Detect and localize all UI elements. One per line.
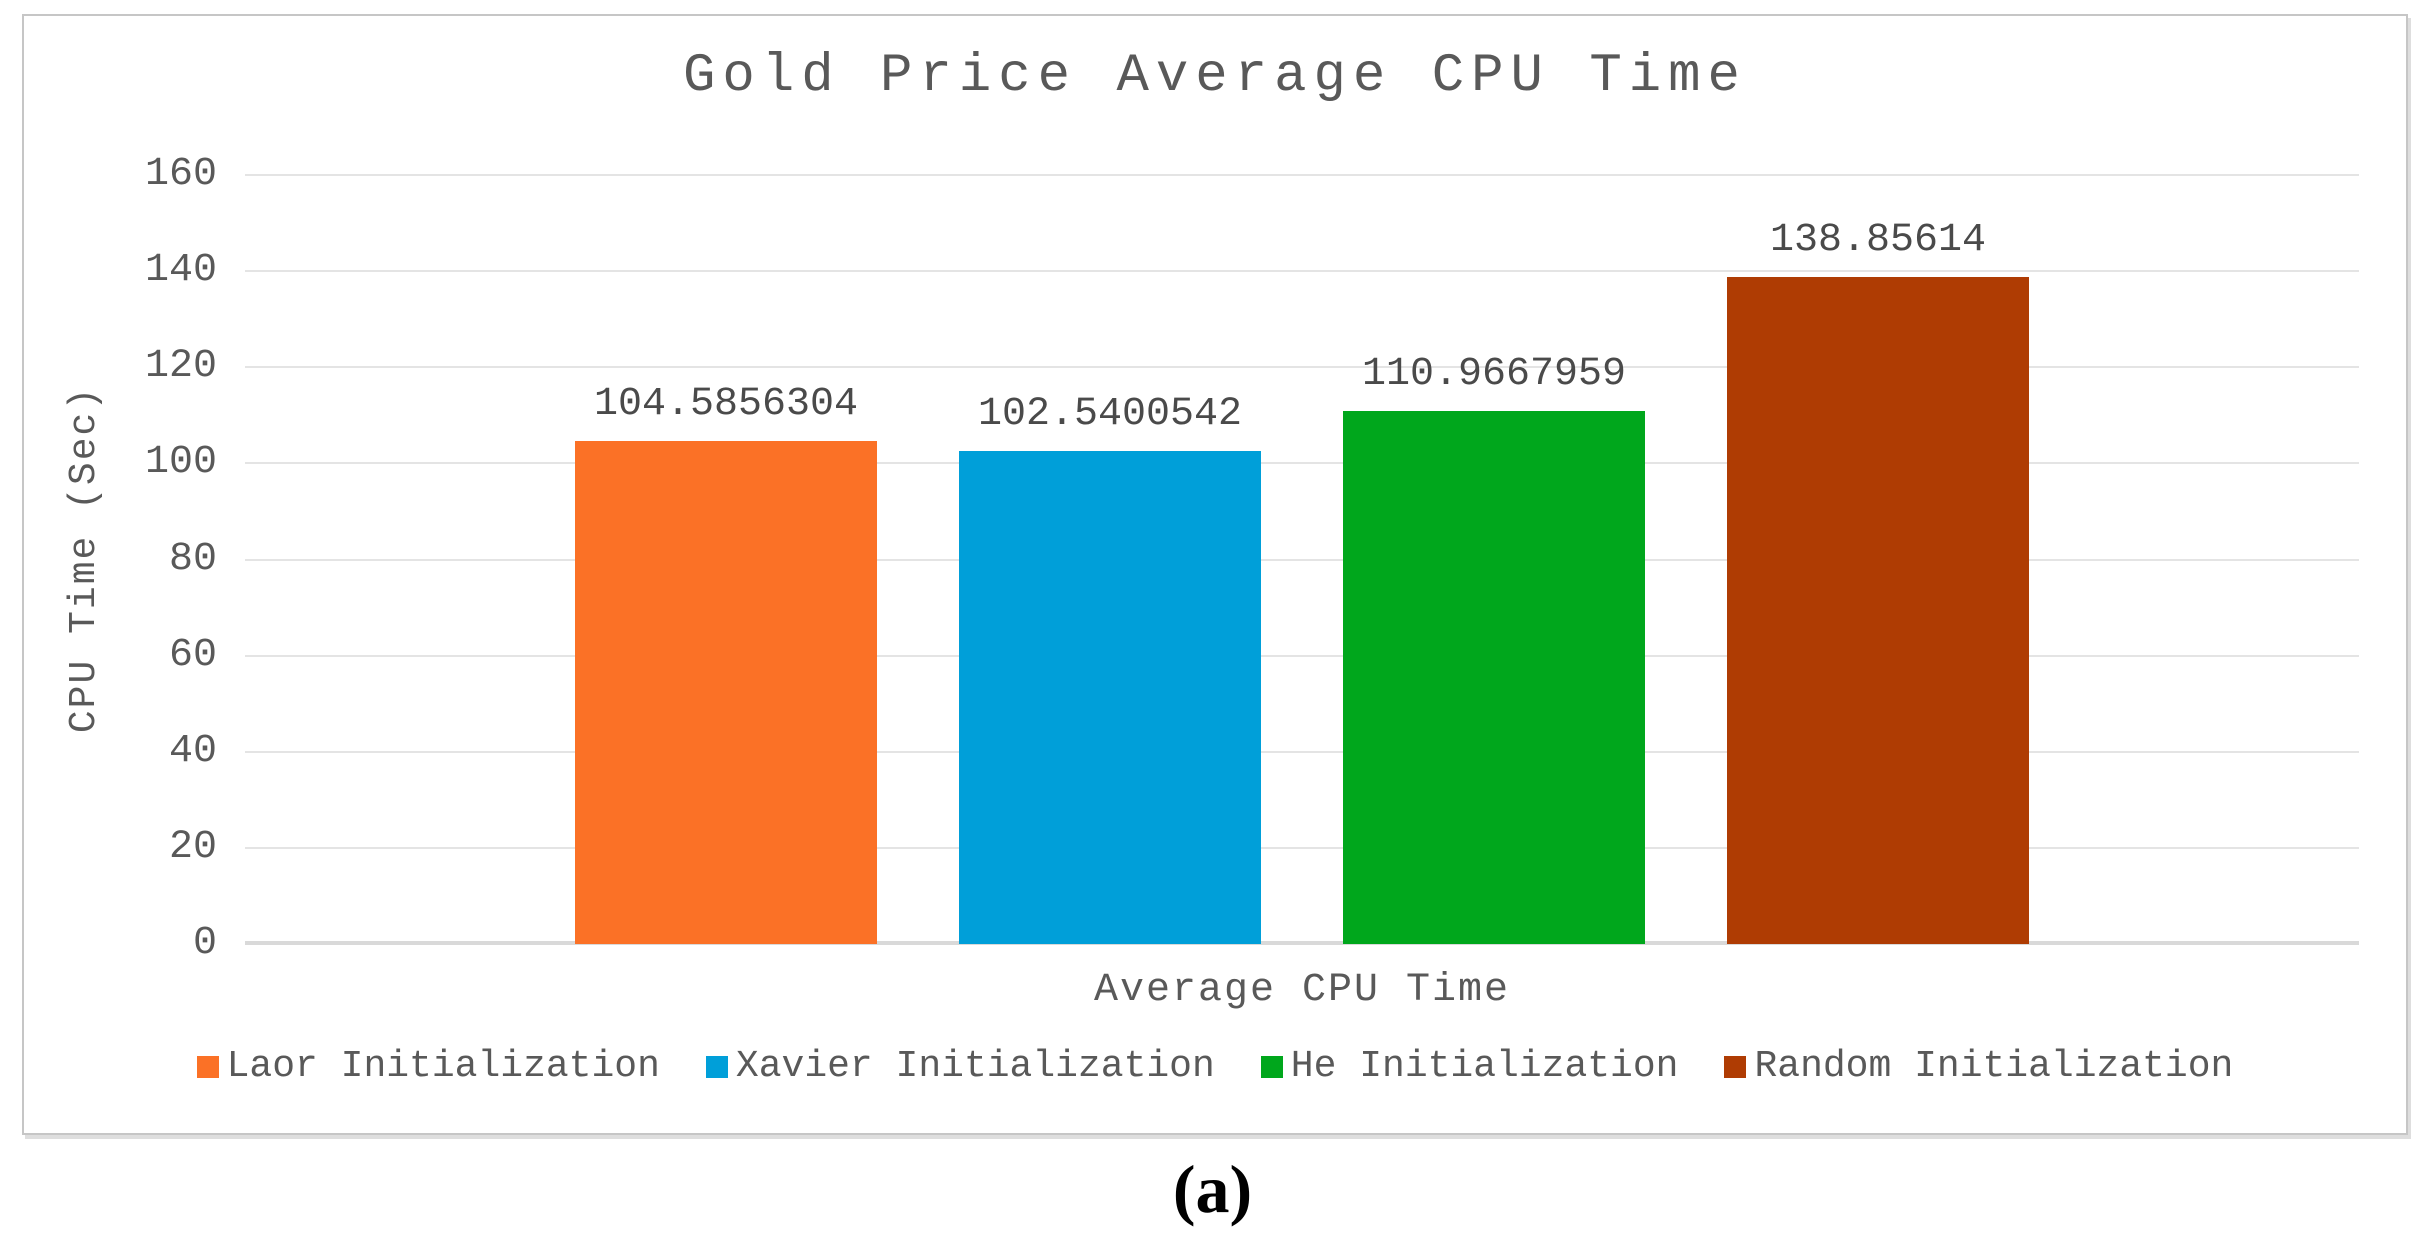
chart-panel: Gold Price Average CPU Time CPU Time (Se… xyxy=(22,14,2408,1135)
legend-item: Xavier Initialization xyxy=(705,1045,1215,1088)
bar: 102.5400542 xyxy=(959,395,1261,944)
legend-swatch-icon xyxy=(196,1056,219,1078)
legend-label: Laor Initialization xyxy=(226,1045,660,1088)
gridline xyxy=(245,846,2359,849)
gridline xyxy=(245,270,2359,273)
y-tick-label: 40 xyxy=(168,728,217,774)
legend-item: Laor Initialization xyxy=(196,1045,660,1088)
y-axis-ticks: 0 20 40 60 80 100 120 140 160 xyxy=(24,155,217,964)
bar-rect xyxy=(959,451,1261,944)
legend-item: Random Initialization xyxy=(1724,1048,2233,1086)
gridline xyxy=(245,654,2359,657)
gridline xyxy=(245,174,2359,176)
legend-label: Random Initialization xyxy=(1754,1045,2234,1088)
bar-value-label: 102.5400542 xyxy=(977,392,1243,438)
legend-label: He Initialization xyxy=(1290,1045,1679,1088)
figure-caption: (a) xyxy=(1172,1151,1253,1227)
bar-value-label: 110.9667959 xyxy=(1361,351,1627,397)
bar-rect xyxy=(1727,276,2029,944)
legend-swatch-icon xyxy=(1724,1056,1747,1078)
bar-value-label: 104.5856304 xyxy=(593,382,859,428)
gridline xyxy=(245,462,2359,465)
chart-title: Gold Price Average CPU Time xyxy=(683,46,1747,107)
y-tick-label: 120 xyxy=(144,344,217,390)
y-tick-label: 100 xyxy=(144,440,217,486)
y-tick-label: 160 xyxy=(144,152,217,197)
plot-area: 104.5856304 102.5400542 110.9667959 138.856… xyxy=(245,174,2359,945)
y-tick-label: 0 xyxy=(192,921,217,966)
gridline xyxy=(245,558,2359,561)
y-tick-label: 140 xyxy=(144,248,217,294)
x-axis-label: Average CPU Time xyxy=(1093,968,1511,1013)
legend-swatch-icon xyxy=(705,1056,728,1078)
gridline xyxy=(245,366,2359,369)
y-tick-label: 60 xyxy=(168,632,217,678)
bar: 104.5856304 xyxy=(575,385,877,944)
legend: Laor Initialization Xavier Initialization… xyxy=(24,1048,2406,1086)
bar-rect xyxy=(575,441,877,944)
y-tick-label: 80 xyxy=(168,536,217,582)
legend-label: Xavier Initialization xyxy=(735,1045,1215,1088)
legend-item: He Initialization xyxy=(1260,1045,1679,1088)
gridline xyxy=(245,750,2359,753)
bar: 138.85614 xyxy=(1727,220,2029,944)
x-axis-line xyxy=(245,941,2359,945)
bar: 110.9667959 xyxy=(1343,354,1645,944)
bar-value-label: 138.85614 xyxy=(1769,217,1987,263)
bars-container: 104.5856304 102.5400542 110.9667959 138.856… xyxy=(245,175,2359,944)
bar-rect xyxy=(1343,410,1645,944)
y-tick-label: 20 xyxy=(168,824,217,870)
legend-swatch-icon xyxy=(1260,1056,1283,1078)
